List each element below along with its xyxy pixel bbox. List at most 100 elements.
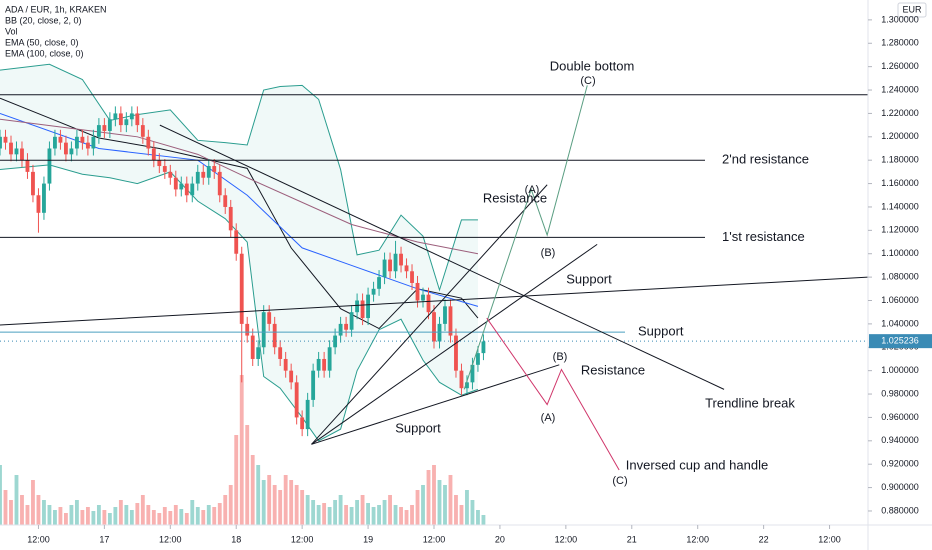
volume-bar [399, 507, 403, 525]
candle-body [31, 171, 35, 196]
volume-bar [371, 507, 376, 525]
annotation: Resistance [581, 362, 645, 377]
candle-body [245, 323, 250, 336]
volume-bar [53, 510, 57, 525]
candle-body [333, 335, 338, 348]
moving-average [0, 112, 479, 307]
annotation: (B) [553, 351, 568, 363]
x-tick-label: 12:00 [818, 534, 841, 544]
candle-body [162, 166, 167, 172]
volume-bar [206, 505, 211, 525]
candle-body [195, 171, 200, 184]
volume-bar [426, 470, 431, 525]
annotation: Support [566, 271, 612, 286]
last-price-tag [869, 334, 932, 349]
drawing-line [311, 184, 548, 445]
volume-bar [107, 513, 112, 525]
volume-bar [151, 510, 156, 525]
volume-bar [448, 475, 453, 525]
volume-bar [410, 505, 414, 525]
volume-bar [168, 511, 173, 525]
drawing-line [486, 317, 620, 471]
candle-body [228, 206, 233, 231]
volume-bar [135, 503, 140, 525]
candle-body [465, 382, 469, 389]
x-tick-label: 12:00 [291, 534, 314, 544]
volume-bar [80, 510, 85, 525]
volume-bar [69, 505, 74, 525]
candle-body [184, 183, 189, 196]
candle-body [349, 312, 354, 330]
volume-bar [344, 505, 349, 525]
candle-body [64, 142, 68, 155]
y-tick-label: 1.220000 [881, 108, 919, 118]
y-tick-label: 0.960000 [881, 412, 919, 422]
y-tick-label: 1.060000 [881, 295, 919, 305]
volume-bar [261, 480, 266, 525]
volume-bar [256, 465, 261, 525]
candle-body [201, 171, 206, 178]
volume-bar [294, 485, 299, 525]
annotation: Double bottom [550, 58, 635, 73]
candle-body [140, 125, 145, 137]
candle-body [316, 358, 321, 371]
y-tick-label: 1.160000 [881, 178, 919, 188]
volume-bar [388, 495, 392, 525]
candle-body [454, 335, 458, 371]
x-tick-label: 22 [759, 534, 769, 544]
candle-body [289, 370, 294, 383]
candle-body [311, 370, 316, 400]
annotation: (B) [541, 247, 556, 259]
y-tick-label: 0.900000 [881, 482, 919, 492]
y-tick-label: 0.940000 [881, 435, 919, 445]
candle-body [36, 195, 41, 213]
candle-body [371, 288, 376, 295]
volume-bar [124, 505, 129, 525]
level-label: 1'st resistance [722, 229, 805, 244]
candle-body [3, 136, 8, 143]
annotation: Resistance [483, 190, 547, 205]
x-tick-label: 12:00 [159, 534, 182, 544]
volume-bar [250, 455, 255, 525]
volume-bar [195, 507, 200, 525]
candle-body [102, 125, 107, 131]
volume-bar [245, 425, 250, 525]
candle-body [250, 335, 255, 359]
volume-bar [333, 500, 338, 525]
volume-bar [404, 510, 409, 525]
candle-body [410, 271, 414, 283]
candle-body [366, 294, 370, 319]
annotation: (A) [541, 412, 556, 424]
y-tick-label: 1.180000 [881, 155, 919, 165]
candle-body [217, 171, 222, 196]
candle-body [437, 323, 442, 342]
volume-bar [74, 500, 79, 525]
level-label: Support [638, 324, 684, 339]
candle-body [300, 417, 305, 430]
y-tick-label: 1.300000 [881, 14, 919, 24]
candle-body [283, 358, 288, 371]
volume-bar [179, 509, 184, 525]
candle-body [69, 148, 74, 155]
volume-bar [146, 505, 151, 525]
volume-bar [272, 485, 277, 525]
candle-body [322, 358, 327, 371]
volume-bar [443, 485, 447, 525]
candle-body [14, 148, 19, 155]
y-tick-label: 0.980000 [881, 388, 919, 398]
candle-body [223, 195, 228, 207]
annotation: (A) [525, 184, 540, 196]
volume-bar [481, 515, 486, 525]
volume-bar [31, 480, 35, 525]
candle-body [173, 177, 178, 190]
candle-body [388, 259, 392, 272]
candle-body [212, 166, 217, 172]
candle-body [448, 306, 453, 336]
y-tick-label: 0.920000 [881, 459, 919, 469]
volume-bar [234, 435, 239, 525]
volume-bar [0, 465, 2, 525]
volume-bar [118, 500, 123, 525]
volume-bar [162, 507, 167, 525]
volume-bar [421, 485, 425, 525]
